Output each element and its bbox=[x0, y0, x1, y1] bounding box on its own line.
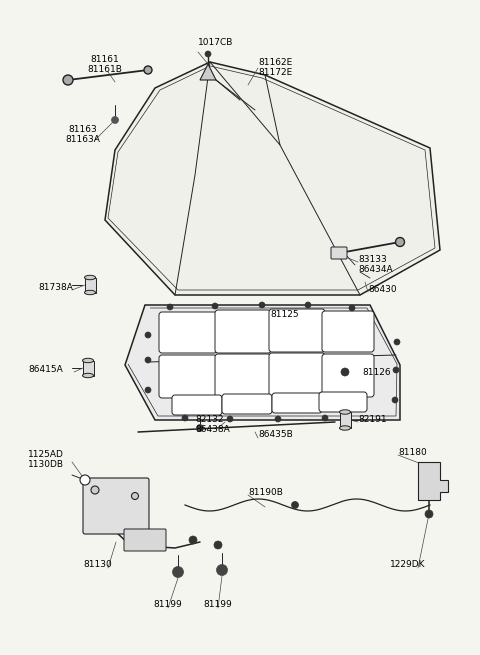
FancyBboxPatch shape bbox=[331, 247, 347, 259]
Circle shape bbox=[91, 486, 99, 494]
Circle shape bbox=[227, 416, 233, 422]
Text: 82132
86438A: 82132 86438A bbox=[195, 415, 230, 434]
FancyBboxPatch shape bbox=[83, 478, 149, 534]
Polygon shape bbox=[200, 64, 216, 80]
Circle shape bbox=[63, 75, 73, 85]
Text: 81199: 81199 bbox=[154, 600, 182, 609]
Circle shape bbox=[305, 302, 311, 308]
Text: 81162E
81172E: 81162E 81172E bbox=[258, 58, 292, 77]
Ellipse shape bbox=[83, 358, 94, 363]
Circle shape bbox=[322, 415, 328, 421]
Text: 1125AD
1130DB: 1125AD 1130DB bbox=[28, 450, 64, 469]
Text: 86415A: 86415A bbox=[28, 365, 63, 374]
FancyBboxPatch shape bbox=[172, 395, 222, 415]
Circle shape bbox=[205, 51, 211, 57]
Text: 81180: 81180 bbox=[398, 448, 427, 457]
FancyBboxPatch shape bbox=[124, 529, 166, 551]
Text: 81126: 81126 bbox=[362, 368, 391, 377]
FancyBboxPatch shape bbox=[319, 392, 367, 412]
Circle shape bbox=[212, 303, 218, 309]
Circle shape bbox=[392, 397, 398, 403]
Circle shape bbox=[214, 541, 222, 549]
FancyBboxPatch shape bbox=[322, 354, 374, 397]
Text: 81199: 81199 bbox=[204, 600, 232, 609]
Ellipse shape bbox=[84, 290, 96, 295]
Circle shape bbox=[349, 305, 355, 311]
Ellipse shape bbox=[339, 426, 350, 430]
Circle shape bbox=[144, 66, 152, 74]
Circle shape bbox=[189, 536, 197, 544]
Circle shape bbox=[132, 493, 139, 500]
Circle shape bbox=[111, 117, 119, 124]
Text: 86430: 86430 bbox=[368, 285, 396, 294]
Text: 81738A: 81738A bbox=[38, 283, 73, 292]
FancyBboxPatch shape bbox=[159, 312, 217, 353]
Circle shape bbox=[291, 502, 299, 508]
Text: 81161
81161B: 81161 81161B bbox=[87, 55, 122, 74]
Circle shape bbox=[216, 565, 228, 576]
Text: 83133
86434A: 83133 86434A bbox=[358, 255, 393, 274]
FancyBboxPatch shape bbox=[269, 353, 325, 397]
Circle shape bbox=[167, 304, 173, 310]
Text: 1017CB: 1017CB bbox=[198, 38, 233, 47]
FancyBboxPatch shape bbox=[215, 354, 271, 398]
Circle shape bbox=[341, 368, 349, 376]
Text: 81125: 81125 bbox=[270, 310, 299, 319]
Text: 86435B: 86435B bbox=[258, 430, 293, 439]
Ellipse shape bbox=[339, 410, 350, 414]
Text: 1229DK: 1229DK bbox=[390, 560, 426, 569]
Circle shape bbox=[394, 339, 400, 345]
FancyBboxPatch shape bbox=[272, 393, 322, 413]
Text: 81130: 81130 bbox=[84, 560, 112, 569]
Text: 82191: 82191 bbox=[358, 415, 386, 424]
Circle shape bbox=[393, 367, 399, 373]
Circle shape bbox=[145, 357, 151, 363]
Polygon shape bbox=[125, 305, 400, 420]
Circle shape bbox=[425, 510, 433, 518]
Circle shape bbox=[182, 415, 188, 421]
FancyBboxPatch shape bbox=[322, 311, 374, 352]
FancyBboxPatch shape bbox=[215, 310, 271, 353]
Text: 81190B: 81190B bbox=[248, 488, 283, 497]
Circle shape bbox=[275, 416, 281, 422]
Text: 81163
81163A: 81163 81163A bbox=[66, 125, 100, 144]
Circle shape bbox=[396, 238, 405, 246]
Ellipse shape bbox=[84, 275, 96, 280]
Circle shape bbox=[145, 387, 151, 393]
Circle shape bbox=[196, 424, 204, 432]
Bar bbox=[339, 412, 350, 428]
Bar bbox=[83, 360, 94, 375]
Circle shape bbox=[259, 302, 265, 308]
FancyBboxPatch shape bbox=[269, 309, 325, 352]
Polygon shape bbox=[418, 462, 448, 500]
Ellipse shape bbox=[83, 373, 94, 378]
Circle shape bbox=[80, 475, 90, 485]
Circle shape bbox=[145, 332, 151, 338]
FancyBboxPatch shape bbox=[159, 355, 217, 398]
Bar bbox=[84, 278, 96, 293]
FancyBboxPatch shape bbox=[222, 394, 272, 414]
Polygon shape bbox=[105, 62, 440, 295]
Circle shape bbox=[172, 567, 183, 578]
